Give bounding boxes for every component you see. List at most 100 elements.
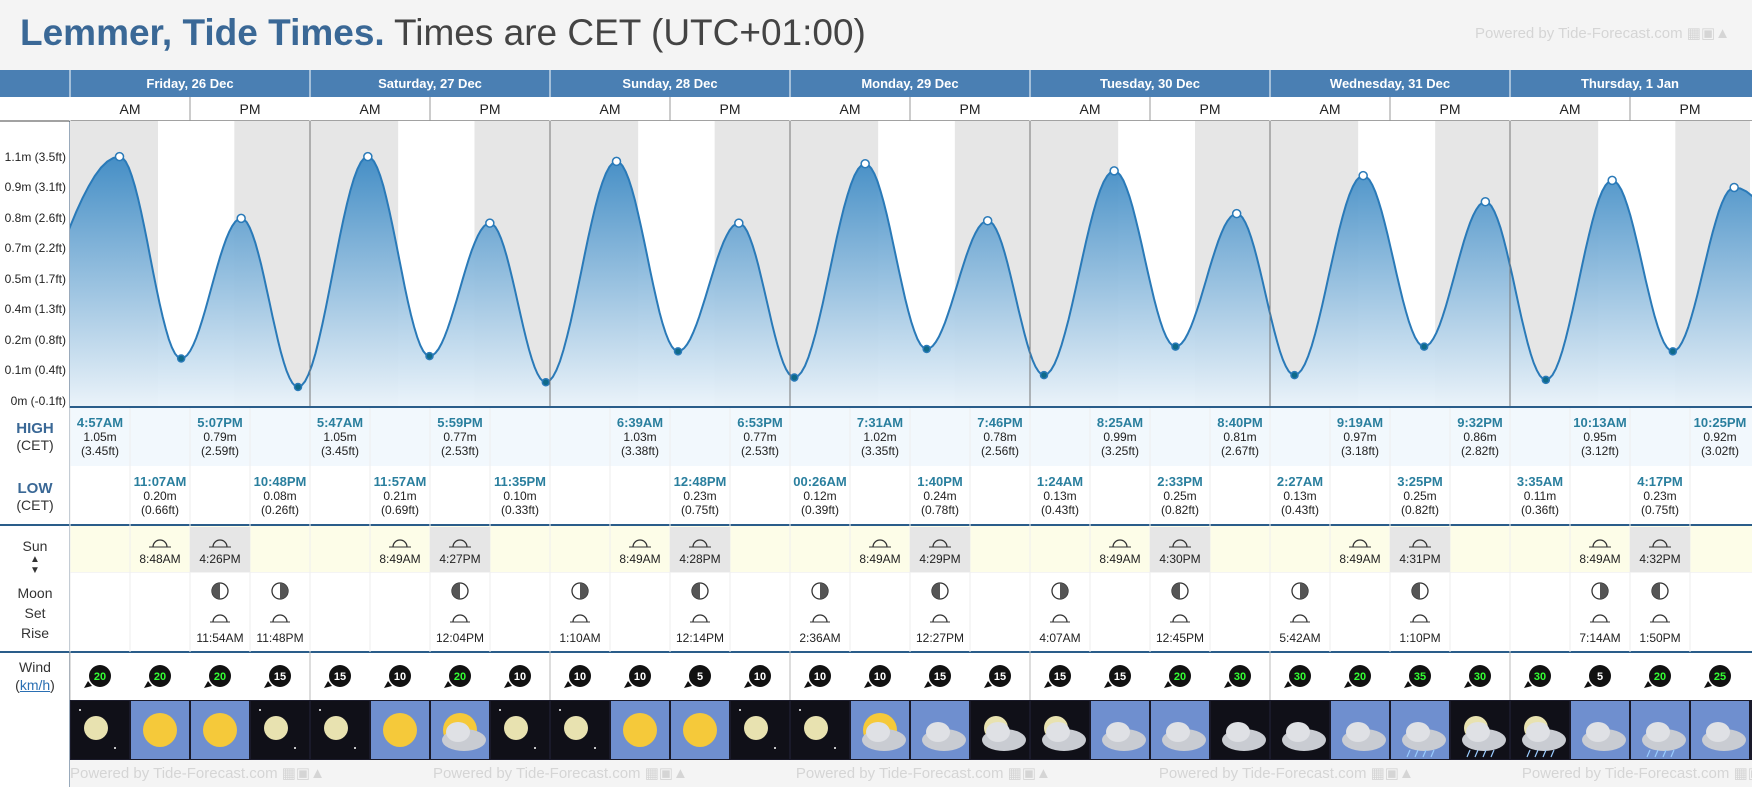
moonrise-time: 12:45PM xyxy=(1155,631,1205,645)
wind-speed: 20 xyxy=(154,671,166,683)
sunset-cell-bg xyxy=(430,527,490,572)
star xyxy=(294,747,296,749)
low-tide-point xyxy=(1541,375,1551,385)
wind-label: Wind (km/h) xyxy=(15,659,55,693)
powered-by-top[interactable]: Powered by Tide-Forecast.com ▦▣▲ xyxy=(1475,25,1730,42)
sunset-icon xyxy=(1652,539,1668,548)
tide-time: 2:33PM xyxy=(1157,474,1203,489)
rain-icon xyxy=(1526,749,1531,758)
moon-set-icon xyxy=(212,614,228,623)
tide-height-ft: (3.12ft) xyxy=(1580,444,1619,458)
tide-height-m: 0.13m xyxy=(1043,489,1077,503)
wind-icon xyxy=(1109,665,1131,687)
moon-shade xyxy=(1060,583,1068,599)
star xyxy=(594,747,596,749)
cloud-puff xyxy=(926,722,950,742)
high-tide-point xyxy=(1607,175,1617,186)
low-tide-point xyxy=(1419,342,1429,351)
tide-time: 11:07AM xyxy=(133,474,187,489)
rain-icon xyxy=(1414,749,1419,758)
wind-arrow xyxy=(804,681,812,688)
high-tide-point xyxy=(485,218,495,228)
am-label-3: AM xyxy=(840,101,861,117)
sun-icon xyxy=(623,713,657,747)
wind-speed: 10 xyxy=(814,671,826,683)
tide-time: 2:27AM xyxy=(1276,474,1324,489)
moon-set-icon xyxy=(1592,614,1608,623)
sunrise-icon xyxy=(392,539,408,548)
moon-shade xyxy=(280,583,288,599)
tide-time: 4:17PM xyxy=(1637,474,1683,489)
high-tide-cell: 5:47AM 1.05m (3.45ft) xyxy=(300,416,380,459)
tide-height-ft: (2.67ft) xyxy=(1220,444,1259,458)
wind-speed: 10 xyxy=(874,671,886,683)
tide-time: 11:35PM xyxy=(493,474,547,489)
tide-height-ft: (0.66ft) xyxy=(140,503,179,517)
rain-icon xyxy=(1662,749,1667,758)
tide-height-ft: (0.43ft) xyxy=(1040,503,1079,517)
moon-set-icon xyxy=(932,614,948,623)
wind-speed: 15 xyxy=(994,671,1006,683)
wind-speed: 25 xyxy=(1714,671,1726,683)
wind-speed: 15 xyxy=(934,671,946,683)
tide-height-m: 0.25m xyxy=(1163,489,1197,503)
low-tide-point xyxy=(673,347,683,356)
moon-set-icon xyxy=(692,614,708,623)
wind-arrow xyxy=(384,681,392,688)
tide-height-ft: (0.69ft) xyxy=(380,503,419,517)
sunrise-icon xyxy=(872,539,888,548)
wind-speed: 10 xyxy=(574,671,586,683)
tide-height-ft: (0.75ft) xyxy=(680,503,719,517)
wind-speed: 10 xyxy=(394,671,406,683)
moonrise-time: 12:27PM xyxy=(915,631,965,645)
sunset-icon xyxy=(452,539,468,548)
high-tide-cell: 4:57AM 1.05m (3.45ft) xyxy=(60,416,140,459)
tide-time: 10:48PM xyxy=(253,474,307,489)
tide-height-ft: (3.38ft) xyxy=(620,444,659,458)
moon-set-icon xyxy=(1292,614,1308,623)
cloud-puff xyxy=(1166,722,1190,742)
tide-time: 00:26AM xyxy=(793,474,847,489)
star xyxy=(774,747,776,749)
rain-icon xyxy=(1534,749,1539,758)
y-axis-label: 0.2m (0.8ft) xyxy=(4,332,66,347)
wind-speed: 20 xyxy=(1654,671,1666,683)
wind-icon xyxy=(1409,665,1431,687)
tide-time: 10:13AM xyxy=(1573,415,1627,430)
low-tide-cell: 3:25PM 0.25m (0.82ft) xyxy=(1380,475,1460,518)
y-axis-label: 1.1m (3.5ft) xyxy=(4,149,66,164)
wind-arrow xyxy=(144,681,152,688)
page-title: Lemmer, Tide Times. xyxy=(20,12,385,53)
am-label-2: AM xyxy=(600,101,621,117)
tide-height-m: 0.12m xyxy=(803,489,837,503)
pm-label-6: PM xyxy=(1680,101,1701,117)
moon-shade xyxy=(692,583,700,599)
low-tide-cell: 4:17PM 0.23m (0.75ft) xyxy=(1620,474,1700,518)
wind-unit-link[interactable]: km/h xyxy=(19,677,51,693)
high-tide-cell: 5:59PM 0.77m (2.53ft) xyxy=(420,416,500,459)
wind-icon xyxy=(929,665,951,687)
sunset-cell-bg xyxy=(910,527,970,572)
wind-arrow xyxy=(624,681,632,688)
low-tide-point xyxy=(425,351,434,361)
pm-label-2: PM xyxy=(720,101,741,117)
timezone-note: Times are CET (UTC+01:00) xyxy=(394,12,866,53)
am-label-6: AM xyxy=(1560,101,1581,117)
tide-time: 6:39AM xyxy=(616,415,664,430)
tide-time: 8:25AM xyxy=(1096,415,1144,430)
tide-time: 3:35AM xyxy=(1516,474,1564,489)
wind-arrow xyxy=(1704,681,1712,688)
sunrise-time: 8:49AM xyxy=(859,552,901,566)
cloud-puff xyxy=(1106,722,1130,742)
tide-time: 1:40PM xyxy=(917,474,963,489)
tide-time: 9:19AM xyxy=(1336,415,1384,430)
tide-height-m: 0.08m xyxy=(263,489,297,503)
rain-icon xyxy=(1550,749,1555,758)
low-tide-point xyxy=(1171,342,1180,351)
moon-icon xyxy=(804,716,828,740)
sunset-cell-bg xyxy=(1390,527,1450,572)
wind-icon xyxy=(449,665,471,687)
moon-shade xyxy=(1652,583,1660,599)
sunset-cell-bg xyxy=(190,527,250,572)
rain-icon xyxy=(1474,749,1479,758)
